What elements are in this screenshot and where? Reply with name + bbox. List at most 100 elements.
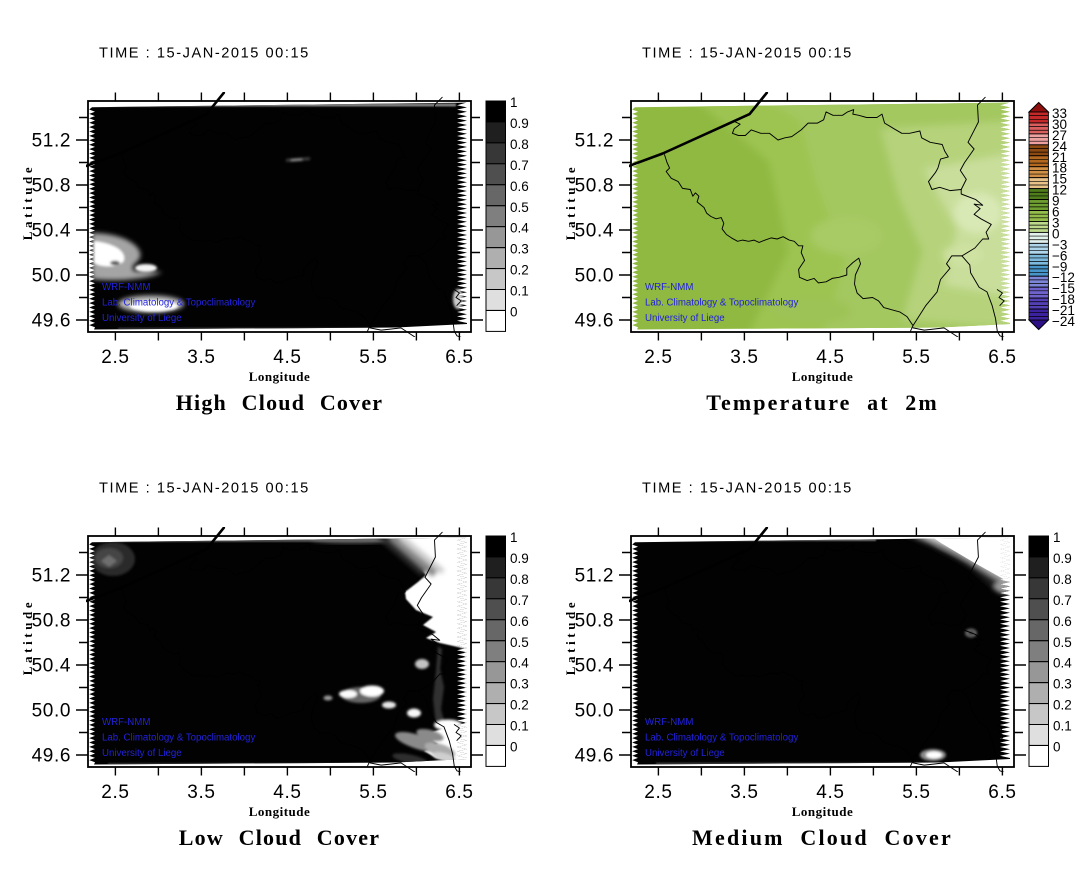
svg-text:3.5: 3.5 [187, 347, 215, 368]
svg-text:0.4: 0.4 [1053, 656, 1072, 671]
svg-text:30: 30 [1052, 117, 1067, 132]
svg-text:4.5: 4.5 [273, 782, 301, 803]
svg-text:50.4: 50.4 [32, 221, 71, 242]
svg-text:High Cloud Cover: High Cloud Cover [176, 390, 384, 415]
svg-text:WRF-NMM: WRF-NMM [645, 717, 693, 728]
svg-text:18: 18 [1052, 161, 1067, 176]
svg-text:3.5: 3.5 [187, 782, 215, 803]
svg-text:0.3: 0.3 [510, 677, 529, 692]
svg-text:−21: −21 [1052, 303, 1075, 318]
svg-text:50.0: 50.0 [32, 701, 71, 722]
svg-text:6.5: 6.5 [445, 347, 473, 368]
svg-text:TIME : 15-JAN-2015 00:15: TIME : 15-JAN-2015 00:15 [99, 481, 310, 497]
svg-text:0.7: 0.7 [1053, 593, 1072, 608]
svg-text:5.5: 5.5 [359, 782, 387, 803]
svg-text:50.8: 50.8 [575, 176, 614, 197]
svg-text:University of Liege: University of Liege [102, 313, 182, 324]
svg-text:50.4: 50.4 [575, 656, 614, 677]
svg-text:0.6: 0.6 [510, 614, 529, 629]
svg-text:24: 24 [1052, 139, 1068, 154]
svg-text:50.8: 50.8 [575, 611, 614, 632]
svg-text:Latitude: Latitude [563, 599, 578, 675]
svg-text:6.5: 6.5 [988, 782, 1016, 803]
svg-text:Longitude: Longitude [792, 369, 854, 384]
svg-text:0: 0 [510, 305, 518, 320]
svg-text:51.2: 51.2 [575, 131, 614, 152]
svg-text:0.1: 0.1 [1053, 719, 1072, 734]
svg-text:0.2: 0.2 [1053, 698, 1072, 713]
svg-text:−9: −9 [1052, 259, 1067, 274]
svg-text:0.6: 0.6 [1053, 614, 1072, 629]
svg-text:0: 0 [1053, 740, 1061, 755]
svg-text:33: 33 [1052, 106, 1067, 121]
svg-text:0.2: 0.2 [510, 698, 529, 713]
svg-text:WRF-NMM: WRF-NMM [645, 282, 693, 293]
svg-text:Latitude: Latitude [20, 164, 35, 240]
svg-text:0.5: 0.5 [510, 635, 529, 650]
svg-text:1: 1 [510, 530, 518, 545]
svg-text:50.8: 50.8 [32, 176, 71, 197]
svg-text:0.7: 0.7 [510, 593, 529, 608]
svg-text:0.6: 0.6 [510, 179, 529, 194]
svg-text:Lab. Climatology & Topoclimato: Lab. Climatology & Topoclimatology [102, 298, 255, 309]
svg-text:50.8: 50.8 [32, 611, 71, 632]
svg-text:0.9: 0.9 [510, 551, 529, 566]
svg-text:0.9: 0.9 [1053, 551, 1072, 566]
svg-text:27: 27 [1052, 128, 1067, 143]
svg-text:0.8: 0.8 [1053, 572, 1072, 587]
svg-text:2.5: 2.5 [101, 347, 129, 368]
svg-text:4.5: 4.5 [273, 347, 301, 368]
svg-text:50.4: 50.4 [32, 656, 71, 677]
svg-text:0.1: 0.1 [510, 284, 529, 299]
svg-text:University of Liege: University of Liege [645, 313, 725, 324]
svg-text:Lab. Climatology & Topoclimato: Lab. Climatology & Topoclimatology [102, 733, 255, 744]
svg-text:15: 15 [1052, 172, 1067, 187]
svg-text:−24: −24 [1052, 314, 1075, 329]
svg-text:0.7: 0.7 [510, 158, 529, 173]
svg-text:−18: −18 [1052, 292, 1075, 307]
svg-text:5.5: 5.5 [902, 347, 930, 368]
svg-text:0.3: 0.3 [510, 242, 529, 257]
svg-text:Lab. Climatology & Topoclimato: Lab. Climatology & Topoclimatology [645, 298, 798, 309]
svg-text:WRF-NMM: WRF-NMM [102, 717, 150, 728]
svg-text:6.5: 6.5 [445, 782, 473, 803]
svg-text:0.4: 0.4 [510, 221, 529, 236]
svg-text:9: 9 [1052, 194, 1060, 209]
svg-text:0: 0 [1052, 226, 1060, 241]
svg-text:2.5: 2.5 [644, 782, 672, 803]
svg-text:Temperature at 2m: Temperature at 2m [706, 390, 939, 415]
svg-text:1: 1 [510, 95, 518, 110]
svg-text:Longitude: Longitude [249, 804, 311, 819]
svg-text:2.5: 2.5 [101, 782, 129, 803]
svg-text:0: 0 [510, 740, 518, 755]
svg-text:4.5: 4.5 [816, 347, 844, 368]
svg-text:TIME : 15-JAN-2015 00:15: TIME : 15-JAN-2015 00:15 [99, 46, 310, 62]
svg-text:−6: −6 [1052, 248, 1067, 263]
svg-text:4.5: 4.5 [816, 782, 844, 803]
svg-text:Longitude: Longitude [792, 804, 854, 819]
svg-text:49.6: 49.6 [32, 311, 71, 332]
svg-text:Lab. Climatology & Topoclimato: Lab. Climatology & Topoclimatology [645, 733, 798, 744]
svg-text:50.0: 50.0 [575, 266, 614, 287]
svg-text:0.5: 0.5 [1053, 635, 1072, 650]
svg-text:Low Cloud Cover: Low Cloud Cover [179, 825, 380, 850]
svg-text:51.2: 51.2 [575, 566, 614, 587]
svg-text:Latitude: Latitude [563, 164, 578, 240]
svg-text:University of Liege: University of Liege [102, 748, 182, 759]
svg-text:0.5: 0.5 [510, 200, 529, 215]
svg-text:−12: −12 [1052, 270, 1075, 285]
svg-text:2.5: 2.5 [644, 347, 672, 368]
svg-text:TIME : 15-JAN-2015 00:15: TIME : 15-JAN-2015 00:15 [642, 46, 853, 62]
svg-text:0.1: 0.1 [510, 719, 529, 734]
svg-text:5.5: 5.5 [359, 347, 387, 368]
svg-text:51.2: 51.2 [32, 131, 71, 152]
svg-text:3: 3 [1052, 216, 1060, 231]
svg-text:50.0: 50.0 [575, 701, 614, 722]
svg-text:TIME : 15-JAN-2015 00:15: TIME : 15-JAN-2015 00:15 [642, 481, 853, 497]
svg-text:3.5: 3.5 [730, 347, 758, 368]
svg-text:50.0: 50.0 [32, 266, 71, 287]
svg-text:49.6: 49.6 [575, 311, 614, 332]
svg-text:0.2: 0.2 [510, 263, 529, 278]
svg-text:WRF-NMM: WRF-NMM [102, 282, 150, 293]
svg-text:49.6: 49.6 [32, 746, 71, 767]
